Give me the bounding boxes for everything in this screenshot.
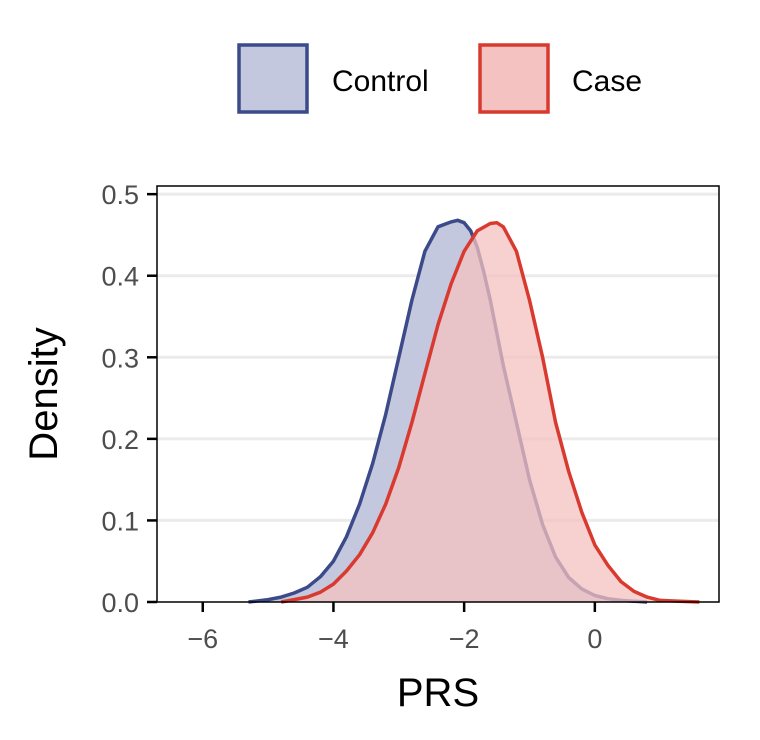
x-axis: −6 −4 −2 0 [187, 602, 602, 654]
legend-key-case [478, 43, 550, 114]
line-case [280, 220, 700, 604]
y-tick-label-5: 0.5 [101, 180, 139, 210]
panel-border [156, 185, 720, 603]
legend-key-control [237, 43, 309, 114]
x-tick-label-2: −2 [449, 624, 480, 654]
y-tick-label-4: 0.4 [101, 262, 139, 292]
legend-label-case: Case [572, 65, 642, 98]
series-layer [248, 218, 700, 604]
y-tick-label-1: 0.1 [101, 506, 139, 536]
legend: Control Case [237, 43, 642, 114]
y-tick-label-3: 0.3 [101, 343, 139, 373]
x-axis-title: PRS [397, 671, 479, 715]
x-tick-label-1: −4 [318, 624, 349, 654]
x-tick-label-3: 0 [587, 624, 602, 654]
x-tick-label-0: −6 [187, 624, 218, 654]
y-axis: 0.0 0.1 0.2 0.3 0.4 0.5 [101, 180, 157, 618]
y-tick-label-0: 0.0 [101, 588, 139, 618]
legend-label-control: Control [332, 65, 429, 98]
y-axis-title: Density [22, 327, 66, 460]
y-tick-label-2: 0.2 [101, 425, 139, 455]
